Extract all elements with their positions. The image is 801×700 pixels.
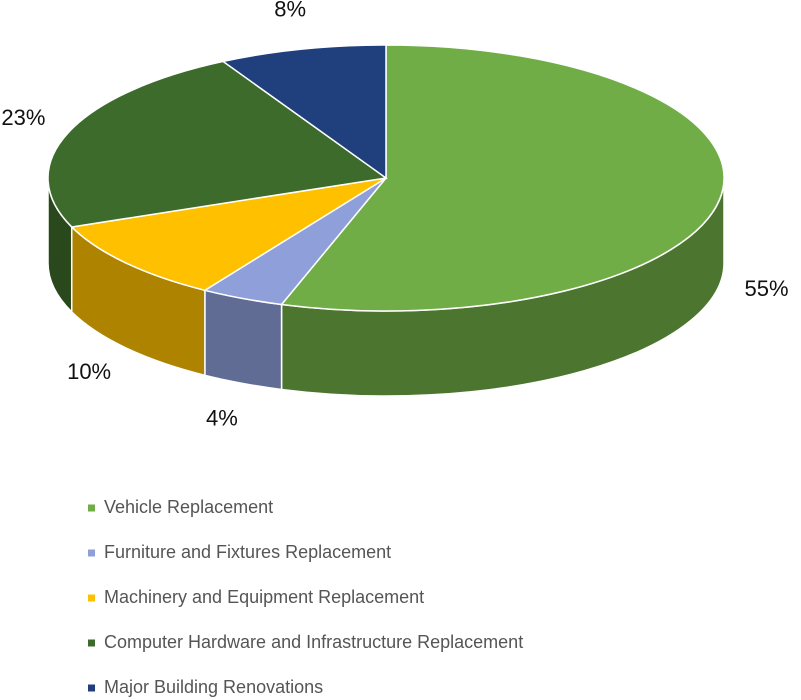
pie-slice [280,44,725,312]
value-label: 55% [745,276,789,301]
legend-label: Vehicle Replacement [104,497,273,517]
legend: Vehicle Replacement Furniture and Fixture… [88,497,523,697]
pie-tops [47,44,725,312]
legend-marker [88,684,95,692]
legend-marker [88,639,95,647]
legend-label: Furniture and Fixtures Replacement [104,542,391,562]
value-label: 10% [67,359,111,384]
pie-side [204,289,283,391]
pie-slice [221,44,387,180]
legend-label: Machinery and Equipment Replacement [104,587,424,607]
legend-marker [88,594,95,602]
value-labels: 55% 4% 10% 23% 8% [1,0,788,430]
pie-sides [47,177,725,397]
legend-label: Major Building Renovations [104,677,323,697]
legend-marker [88,504,95,512]
value-label: 8% [274,0,306,21]
value-label: 23% [1,105,45,130]
legend-label: Computer Hardware and Infrastructure Rep… [104,632,523,652]
pie-slice [70,177,387,292]
legend-marker [88,549,95,557]
value-label: 4% [206,405,238,430]
pie-slice [47,60,388,228]
